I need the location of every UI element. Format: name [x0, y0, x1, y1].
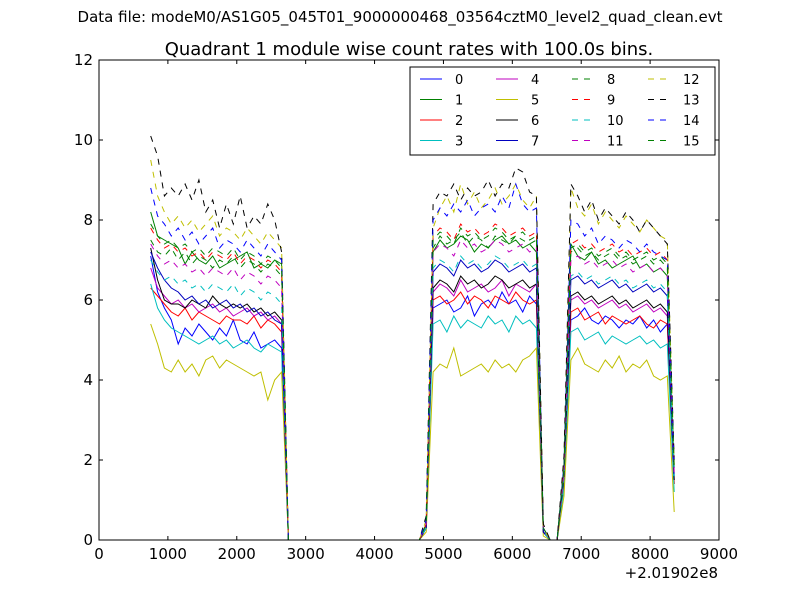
x-tick-label: 9000 [700, 545, 738, 563]
legend-label-2: 2 [455, 114, 463, 129]
series-line-13 [150, 135, 675, 541]
legend-label-6: 6 [531, 114, 539, 129]
legend-label-0: 0 [455, 73, 463, 88]
x-offset-label: +2.01902e8 [625, 564, 718, 582]
x-tick-label: 8000 [631, 545, 669, 563]
x-tick-label: 7000 [562, 545, 600, 563]
legend-label-14: 14 [683, 114, 700, 129]
plot-frame [98, 59, 720, 541]
y-tick-label: 2 [83, 451, 93, 469]
series-line-14 [150, 182, 675, 541]
legend-label-13: 13 [683, 94, 700, 109]
legend-label-12: 12 [683, 73, 700, 88]
y-tick-label: 6 [83, 291, 93, 309]
legend-label-5: 5 [531, 94, 539, 109]
x-tick-label: 3000 [287, 545, 325, 563]
series-line-10 [150, 255, 675, 541]
legend-label-1: 1 [455, 94, 463, 109]
legend-label-8: 8 [607, 73, 615, 88]
y-tick-label: 12 [74, 51, 93, 69]
x-tick-label: 0 [94, 545, 104, 563]
figure-supertitle: Data file: modeM0/AS1G05_045T01_90000004… [77, 8, 723, 26]
x-tick-label: 6000 [493, 545, 531, 563]
y-tick-label: 4 [83, 371, 93, 389]
legend-label-15: 15 [683, 135, 700, 150]
x-tick-label: 1000 [149, 545, 187, 563]
x-tick-label: 4000 [355, 545, 393, 563]
y-tick-label: 8 [83, 211, 93, 229]
x-tick-label: 5000 [424, 545, 462, 563]
legend-label-4: 4 [531, 73, 539, 88]
y-tick-label: 10 [74, 131, 93, 149]
y-tick-label: 0 [83, 531, 93, 549]
chart-title: Quadrant 1 module wise count rates with … [165, 39, 654, 60]
legend-label-11: 11 [607, 135, 624, 150]
legend-label-10: 10 [607, 114, 624, 129]
x-tick-label: 2000 [218, 545, 256, 563]
axes: 0 1000 2000 3000 4000 5000 6000 7000 8000 9000 0 2 4… [74, 51, 738, 563]
legend-label-7: 7 [531, 135, 539, 150]
legend-label-9: 9 [607, 94, 615, 109]
legend-label-3: 3 [455, 135, 463, 150]
